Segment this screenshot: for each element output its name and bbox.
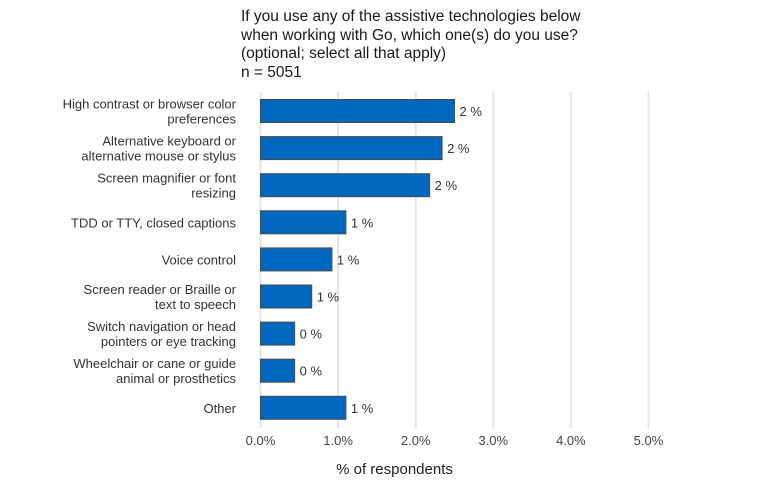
data-label: 1 %: [317, 290, 340, 305]
data-label: 1 %: [351, 215, 374, 230]
category-label: animal or prosthetics: [116, 371, 236, 386]
x-axis-label: % of respondents: [336, 461, 453, 478]
category-label: alternative mouse or stylus: [81, 149, 236, 164]
category-label: Alternative keyboard or: [102, 134, 236, 149]
title-line: when working with Go, which one(s) do yo…: [241, 26, 578, 44]
category-label: Screen reader or Braille or: [84, 282, 237, 297]
bar: [260, 210, 347, 235]
chart-subtitle: n = 5051: [241, 63, 302, 81]
chart-title: If you use any of the assistive technolo…: [241, 8, 580, 82]
data-label: 0 %: [300, 327, 323, 342]
x-tick-label: 1.0%: [323, 433, 353, 448]
category-label: Voice control: [162, 252, 237, 267]
category-label: Other: [203, 401, 236, 416]
x-tick-label: 2.0%: [401, 433, 431, 448]
bar: [260, 321, 296, 346]
category-label: pointers or eye tracking: [101, 334, 236, 349]
bar: [260, 395, 347, 420]
bar: [260, 247, 333, 272]
x-tick-label: 5.0%: [634, 433, 664, 448]
category-label: resizing: [191, 186, 236, 201]
data-label: 0 %: [300, 364, 323, 379]
title-line: (optional; select all that apply): [241, 45, 447, 62]
category-label: TDD or TTY, closed captions: [71, 215, 236, 230]
x-tick-label: 4.0%: [556, 433, 586, 448]
title-line: If you use any of the assistive technolo…: [241, 8, 581, 25]
category-label: High contrast or browser color: [63, 97, 237, 112]
category-label: Wheelchair or cane or guide: [73, 356, 236, 371]
bar: [260, 136, 443, 161]
category-label: Switch navigation or head: [87, 319, 236, 334]
category-label: text to speech: [155, 297, 236, 312]
data-label: 1 %: [337, 252, 360, 267]
bar: [260, 284, 313, 309]
bar: [260, 358, 296, 383]
data-label: 2 %: [447, 141, 470, 156]
data-label: 1 %: [351, 401, 374, 416]
data-label: 2 %: [435, 178, 458, 193]
x-tick-label: 0.0%: [246, 433, 276, 448]
category-label: preferences: [167, 112, 236, 127]
bar: [260, 99, 455, 123]
category-label: Screen magnifier or font: [97, 171, 236, 186]
bar: [260, 173, 431, 198]
x-tick-label: 3.0%: [478, 433, 508, 448]
data-label: 2 %: [460, 104, 483, 119]
